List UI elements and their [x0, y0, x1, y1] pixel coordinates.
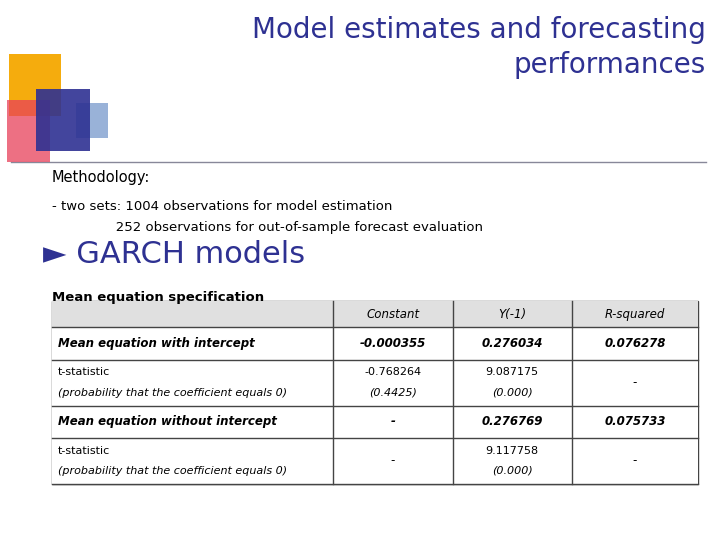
FancyBboxPatch shape	[52, 301, 698, 327]
FancyBboxPatch shape	[52, 360, 698, 406]
Text: -: -	[390, 415, 395, 428]
Text: R-squared: R-squared	[605, 308, 665, 321]
Text: 0.075733: 0.075733	[604, 415, 666, 428]
Text: -: -	[633, 376, 637, 389]
Text: Y(-1): Y(-1)	[498, 308, 526, 321]
FancyBboxPatch shape	[52, 327, 698, 360]
Text: -: -	[390, 454, 395, 468]
Text: 0.076278: 0.076278	[604, 337, 666, 350]
Text: (probability that the coefficient equals 0): (probability that the coefficient equals…	[58, 466, 287, 476]
Text: 9.087175: 9.087175	[486, 368, 539, 377]
FancyBboxPatch shape	[52, 438, 698, 484]
Text: performances: performances	[513, 51, 706, 79]
Text: -0.768264: -0.768264	[364, 368, 421, 377]
Text: Mean equation without intercept: Mean equation without intercept	[58, 415, 276, 428]
Text: -0.000355: -0.000355	[360, 337, 426, 350]
Text: Constant: Constant	[366, 308, 419, 321]
FancyBboxPatch shape	[52, 406, 698, 438]
FancyBboxPatch shape	[36, 89, 90, 151]
Text: Model estimates and forecasting: Model estimates and forecasting	[252, 16, 706, 44]
FancyBboxPatch shape	[9, 54, 61, 116]
Text: - two sets: 1004 observations for model estimation: - two sets: 1004 observations for model …	[52, 200, 392, 213]
Text: Mean equation specification: Mean equation specification	[52, 291, 264, 303]
FancyBboxPatch shape	[76, 103, 108, 138]
Text: Methodology:: Methodology:	[52, 170, 150, 185]
Text: -: -	[633, 454, 637, 468]
Text: Mean equation with intercept: Mean equation with intercept	[58, 337, 254, 350]
Text: (0.4425): (0.4425)	[369, 388, 417, 397]
FancyBboxPatch shape	[52, 301, 698, 484]
Text: t-statistic: t-statistic	[58, 368, 110, 377]
Text: (0.000): (0.000)	[492, 388, 533, 397]
FancyBboxPatch shape	[7, 100, 50, 162]
Text: 252 observations for out-of-sample forecast evaluation: 252 observations for out-of-sample forec…	[52, 221, 483, 234]
Text: t-statistic: t-statistic	[58, 446, 110, 456]
Text: 0.276034: 0.276034	[482, 337, 543, 350]
Text: ► GARCH models: ► GARCH models	[43, 240, 305, 269]
Text: 0.276769: 0.276769	[482, 415, 543, 428]
Text: (probability that the coefficient equals 0): (probability that the coefficient equals…	[58, 388, 287, 397]
Text: 9.117758: 9.117758	[486, 446, 539, 456]
Text: (0.000): (0.000)	[492, 466, 533, 476]
